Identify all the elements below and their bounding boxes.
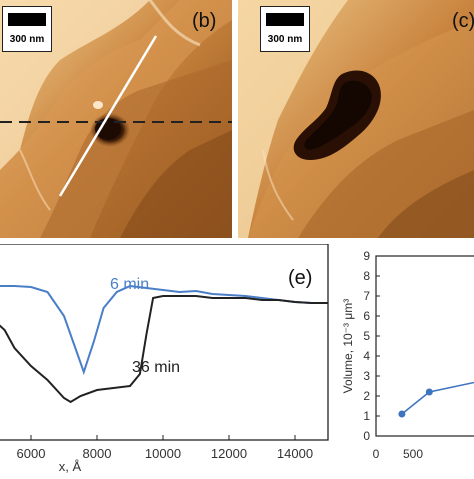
y-tick-label: 1 [363,409,370,423]
x-tick-label: 14000 [277,446,313,461]
diagonal-profile-line [58,35,158,197]
x-tick-label: 6000 [17,446,46,461]
volume-points [398,388,433,418]
series-line-6-min [0,284,328,376]
panel-label-e: (e) [288,267,312,289]
x-axis-ticks-e: 6000 8000 10000 12000 14000 [17,435,313,461]
plot-frame-e [0,243,329,441]
scale-bar-c: 300 nm [260,6,310,52]
scale-bar-label: 300 nm [9,34,45,45]
x-tick-label: 8000 [83,446,112,461]
y-tick-label: 4 [363,349,370,363]
x-tick-label: 10000 [145,446,181,461]
volume-plot-svg: 0 1 2 3 4 5 6 7 8 9 0 500 Volume, 10⁻³ μm³ [341,249,474,461]
profile-plot-svg: 6 min 36 min (e) 6000 8000 10000 12000 14000… [0,243,329,474]
scale-bar-line [8,13,46,26]
series-label-36-min: 36 min [132,359,180,376]
y-tick-label: 9 [363,249,370,263]
y-tick-label: 0 [363,429,370,443]
y-axis-label-f: Volume, 10⁻³ μm³ [341,299,355,394]
volume-plot-f: 0 1 2 3 4 5 6 7 8 9 0 500 Volume, 10⁻³ μm³ [336,244,474,474]
afm-image-b: 300 nm (b) [0,0,232,238]
panel-label-b: (b) [192,10,217,32]
y-tick-label: 7 [363,289,370,303]
series-line-36-min [0,295,328,404]
volume-point [425,388,433,396]
y-tick-label: 3 [363,369,370,383]
x-tick-label: 500 [403,447,423,461]
profile-plot-e: 6 min 36 min (e) 6000 8000 10000 12000 14000… [0,243,340,474]
y-tick-label: 6 [363,309,370,323]
y-tick-label: 2 [363,389,370,403]
afm-image-c: 300 nm (c) [238,0,474,238]
x-axis-label-e: x, Å [59,459,82,474]
y-tick-label: 5 [363,329,370,343]
plot-frame-f [375,255,474,437]
y-axis-ticks-f: 0 1 2 3 4 5 6 7 8 9 [363,249,380,443]
x-axis-ticks-f: 0 500 [373,447,424,461]
x-tick-label: 12000 [211,446,247,461]
series-label-6-min: 6 min [110,276,149,293]
volume-trend-line [401,381,474,415]
volume-point [398,410,406,418]
scale-bar-line [266,13,304,26]
y-tick-label: 8 [363,269,370,283]
x-tick-label: 0 [373,447,380,461]
scale-bar-b: 300 nm [2,6,52,52]
panel-label-c: (c) [452,10,474,32]
scale-bar-label: 300 nm [267,34,303,45]
